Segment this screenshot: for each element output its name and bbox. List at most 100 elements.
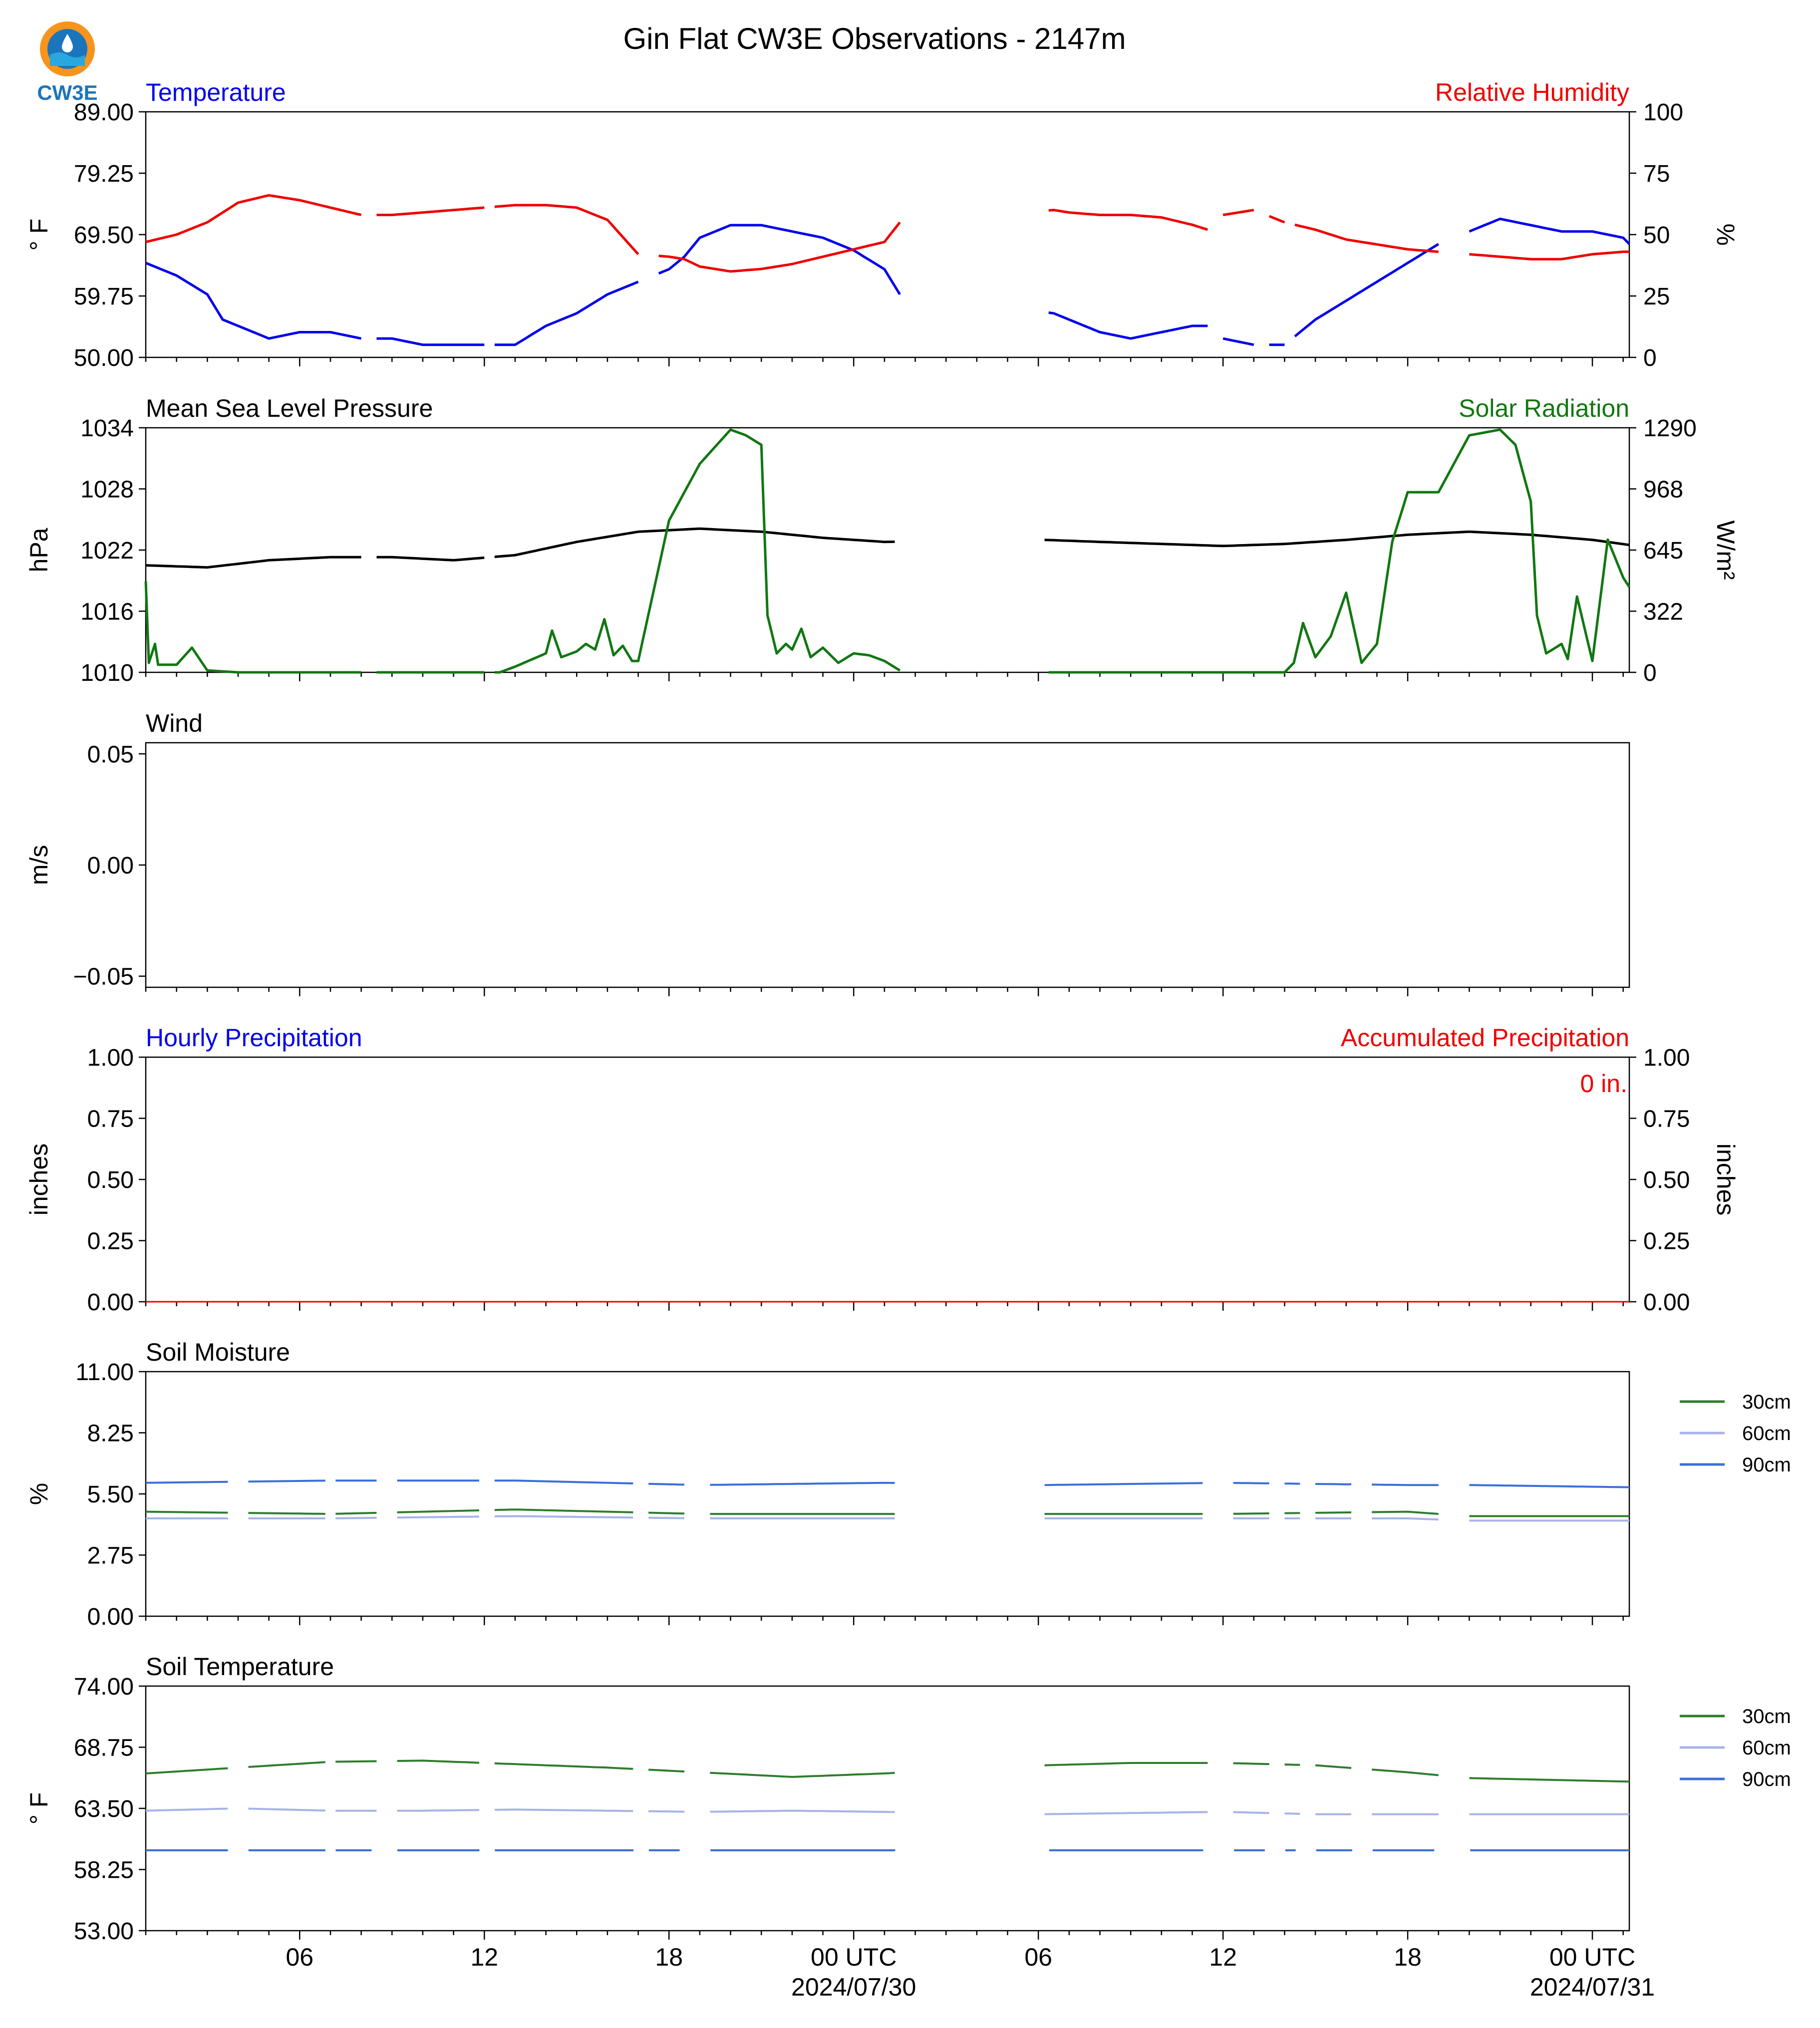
y-tick-label: 0.50 [87,1167,134,1193]
legend-label: 30cm [1742,1706,1791,1728]
y2-tick-label: 322 [1643,599,1683,625]
y2-tick-label: 0.00 [1643,1289,1690,1316]
solar-line-segment-3 [1048,428,1631,674]
soil-line-30cm-segment-8 [1233,1512,1269,1515]
humidity-line-segment-3 [658,221,901,273]
soil-line-30cm-segment-10 [1315,1511,1352,1514]
panel-precip: Hourly Precipitation Accumulated Precipit… [25,1024,1740,1316]
soil-line-30cm-segment-12 [1469,1777,1630,1783]
soil-line-60cm-segment-6 [710,1809,895,1813]
y-tick-label: 69.50 [74,222,134,249]
soil-line-30cm-segment-7 [1044,1762,1208,1766]
y-tick-label: 1016 [80,599,134,625]
soil-line-90cm-segment-1 [248,1479,325,1483]
temperature-line-segment-5 [1222,337,1254,346]
soil-line-60cm-segment-7 [1044,1811,1208,1815]
panel-title-left: Mean Sea Level Pressure [146,394,433,422]
y2-tick-label: 0.75 [1643,1106,1690,1133]
soil-line-30cm-segment-5 [648,1511,685,1515]
y-tick-label: 1034 [80,415,134,442]
y-tick-label: 11.00 [75,1359,134,1386]
cw3e-logo: CW3E [37,21,98,104]
humidity-line-segment-6 [1268,215,1285,224]
pressure-line-segment-0 [145,556,361,569]
y-axis-label-right: % [1712,224,1740,246]
y2-tick-label: 1290 [1643,415,1697,442]
soil-line-90cm-segment-5 [648,1482,685,1486]
y-axis-label-left: hPa [25,528,53,572]
panel-temp_rh: Temperature Relative Humidity 50.00 59.75 69… [25,78,1740,371]
soil-line-90cm-segment-11 [1372,1483,1439,1486]
y-tick-label: 58.25 [74,1857,134,1884]
y2-tick-label: 645 [1643,538,1683,564]
soil-line-60cm-segment-1 [248,1807,325,1812]
logo-drop-icon [62,34,73,52]
soil-line-90cm-segment-0 [145,1480,228,1484]
y-tick-label: 0.00 [87,1604,134,1630]
y-tick-label: 59.75 [74,284,134,310]
soil-line-90cm-segment-6 [710,1481,895,1486]
y2-tick-label: 0 [1643,345,1657,371]
panel-title-right: Relative Humidity [1435,78,1629,106]
panel-frame [145,1371,1630,1617]
soil-line-30cm-segment-1 [248,1512,325,1515]
panel-pressure_solar: Mean Sea Level Pressure Solar Radiation 10… [25,394,1740,686]
soil-line-60cm-segment-4 [494,1808,633,1812]
soil-line-30cm-segment-4 [494,1762,633,1770]
legend-label: 30cm [1742,1391,1791,1413]
y-tick-label: 0.75 [87,1106,134,1133]
temperature-line-segment-3 [658,224,901,295]
temperature-line-segment-2 [494,281,639,346]
soil-line-90cm-segment-7 [1044,1482,1203,1486]
soil-line-30cm-segment-4 [494,1508,633,1513]
temperature-line-segment-0 [145,262,362,340]
panel-title-left: Soil Moisture [146,1338,290,1366]
panel-wind: Wind −0.05 0.00 0.05 m/s [25,709,1630,996]
panel-title-left: Temperature [146,78,286,106]
soil-line-60cm-segment-0 [145,1807,228,1812]
humidity-line-segment-7 [1294,223,1439,253]
y-tick-label: 5.50 [87,1481,134,1508]
y-axis-label-left: ° F [25,1792,53,1824]
soil-line-30cm-segment-2 [335,1760,377,1763]
y2-tick-label: 100 [1643,99,1683,126]
humidity-line-segment-4 [1048,209,1209,231]
panel-soil_temp: Soil Temperature 53.00 58.25 63.50 68.75 74.0… [25,1653,1791,1945]
y-tick-label: 0.00 [87,853,134,879]
panel-frame [145,111,1630,358]
y-axis-label-left: ° F [25,219,53,251]
panel-title-left: Soil Temperature [146,1653,334,1681]
y-tick-label: 89.00 [74,99,134,126]
humidity-line-segment-2 [494,204,639,256]
y-tick-label: 63.50 [74,1796,134,1822]
y-tick-label: 0.05 [87,741,134,768]
y-tick-label: 2.75 [87,1543,134,1569]
logo-text: CW3E [37,81,97,104]
soil-line-30cm-segment-0 [145,1767,228,1774]
y-tick-label: 0.25 [87,1228,134,1255]
legend-label: 60cm [1742,1737,1791,1759]
soil-line-60cm-segment-3 [397,1515,480,1519]
soil-line-60cm-segment-4 [494,1515,633,1519]
y2-tick-label: 75 [1643,161,1670,187]
soil-line-30cm-segment-6 [710,1771,895,1778]
x-tick-label: 18 [1394,1943,1422,1971]
soil-line-30cm-segment-3 [397,1759,480,1764]
y-tick-label: 50.00 [74,345,134,371]
x-tick-label: 06 [1024,1943,1052,1971]
y-tick-label: −0.05 [73,964,134,990]
humidity-line-segment-8 [1469,250,1629,261]
legend-label: 90cm [1742,1454,1791,1476]
soil-line-30cm-segment-5 [648,1768,685,1773]
panel-title-right: Solar Radiation [1459,394,1629,422]
temperature-line-segment-7 [1294,243,1440,337]
y2-tick-label: 0.50 [1643,1167,1690,1193]
temperature-line-segment-4 [1048,311,1208,340]
y-tick-label: 79.25 [74,161,134,187]
soil-line-90cm-segment-4 [494,1479,633,1484]
soil-line-60cm-segment-11 [1372,1517,1439,1521]
soil-line-30cm-segment-11 [1372,1510,1439,1515]
x-tick-label: 00 UTC [1549,1943,1635,1971]
pressure-line-segment-1 [376,556,485,562]
